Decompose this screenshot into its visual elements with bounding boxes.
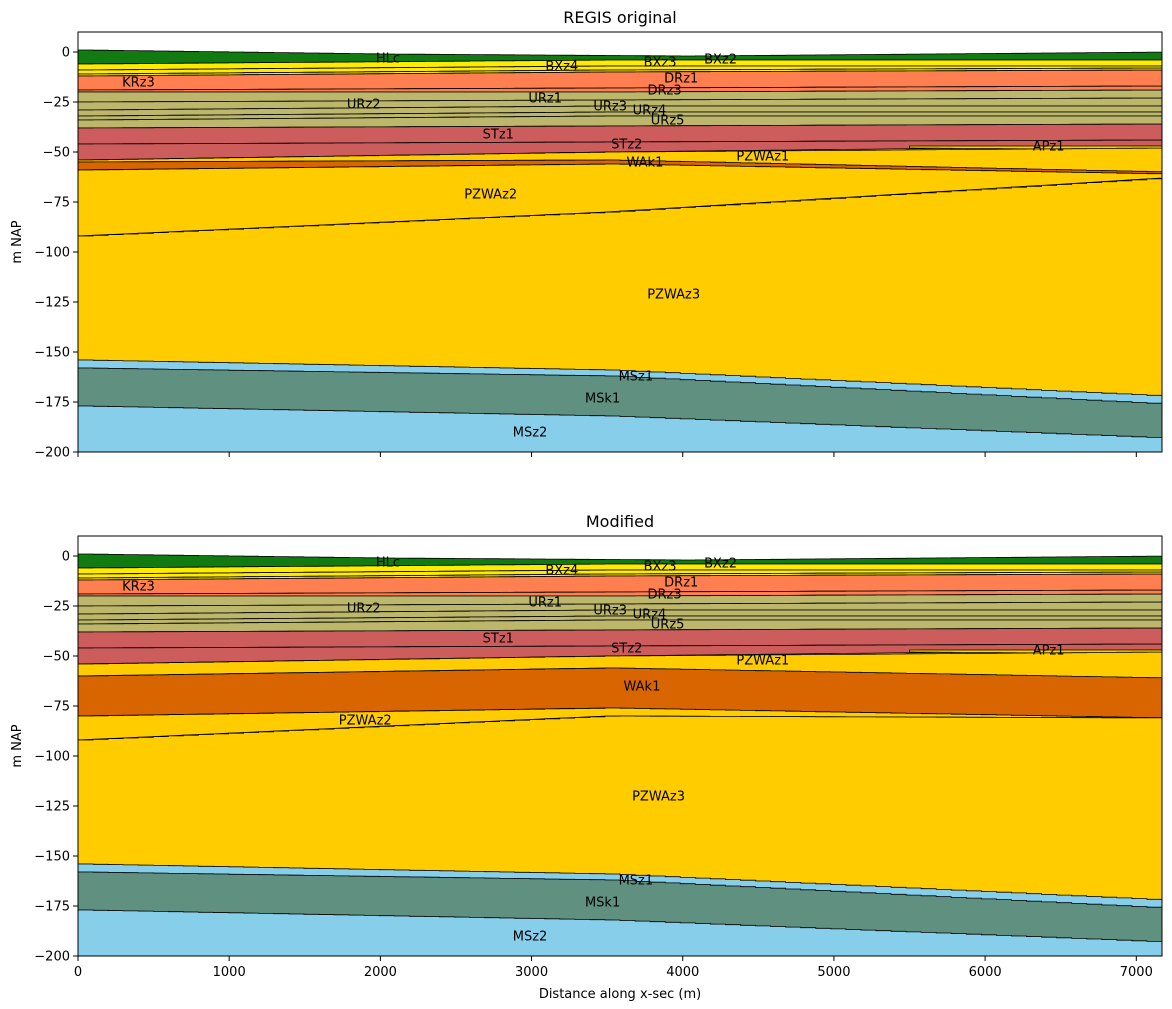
y-tick-label: −25 bbox=[43, 96, 70, 111]
y-tick-label: −175 bbox=[34, 396, 70, 411]
chart-title: REGIS original bbox=[563, 8, 676, 27]
layer-label-urz1: URz1 bbox=[528, 92, 562, 107]
layer-label-pzwaz3: PZWAz3 bbox=[632, 790, 685, 805]
axes-frame bbox=[77, 535, 1163, 957]
layer-label-drz1: DRz1 bbox=[664, 72, 698, 87]
layer-label-msz2: MSz2 bbox=[513, 426, 548, 441]
layer-label-stz1: STz1 bbox=[483, 128, 514, 143]
layer-label-msk1: MSk1 bbox=[585, 392, 620, 407]
layer-label-urz4: URz4 bbox=[633, 608, 667, 623]
layer-label-drz3: DRz3 bbox=[648, 84, 682, 99]
layer-label-urz5: URz5 bbox=[651, 618, 685, 633]
layer-msz2 bbox=[78, 909, 1162, 956]
y-tick-label: −100 bbox=[34, 750, 70, 765]
x-tick-label: 6000 bbox=[969, 965, 1002, 980]
y-tick-label: −125 bbox=[34, 800, 70, 815]
layer-label-bxz2: BXz2 bbox=[704, 557, 737, 572]
chart-title: Modified bbox=[586, 512, 654, 531]
x-tick-label: 0 bbox=[74, 965, 82, 980]
y-tick-label: −200 bbox=[34, 446, 70, 461]
layer-label-pzwaz2: PZWAz2 bbox=[464, 188, 517, 203]
layer-label-krz3: KRz3 bbox=[122, 76, 155, 91]
layer-label-apz1: APz1 bbox=[1033, 140, 1065, 155]
y-tick-label: −50 bbox=[43, 146, 70, 161]
layer-label-hlc: HLc bbox=[376, 52, 400, 67]
layers bbox=[78, 553, 1162, 956]
x-tick-label: 2000 bbox=[364, 965, 397, 980]
y-tick-label: −125 bbox=[34, 296, 70, 311]
layer-label-urz1: URz1 bbox=[528, 596, 562, 611]
y-tick-label: −150 bbox=[34, 850, 70, 865]
layer-msz2 bbox=[78, 405, 1162, 452]
layer-label-wak1: WAk1 bbox=[627, 156, 664, 171]
layer-label-bxz3: BXz3 bbox=[644, 56, 677, 71]
layer-label-bxz4: BXz4 bbox=[545, 60, 578, 75]
y-tick-label: −100 bbox=[34, 246, 70, 261]
y-tick-label: −175 bbox=[34, 900, 70, 915]
layers bbox=[78, 49, 1162, 452]
layer-label-urz4: URz4 bbox=[633, 104, 667, 119]
y-tick-label: −150 bbox=[34, 346, 70, 361]
y-axis-label: m NAP bbox=[10, 220, 25, 263]
y-axis-label: m NAP bbox=[10, 724, 25, 767]
layer-label-hlc: HLc bbox=[376, 556, 400, 571]
layer-label-msz2: MSz2 bbox=[513, 930, 548, 945]
layer-label-bxz3: BXz3 bbox=[644, 560, 677, 575]
layer-label-bxz4: BXz4 bbox=[545, 564, 578, 579]
layer-label-wak1: WAk1 bbox=[624, 680, 661, 695]
y-tick-label: −200 bbox=[34, 950, 70, 965]
layer-label-pzwaz1: PZWAz1 bbox=[736, 150, 789, 165]
layer-label-urz5: URz5 bbox=[651, 114, 685, 129]
layer-label-apz1: APz1 bbox=[1033, 644, 1065, 659]
x-tick-label: 7000 bbox=[1120, 965, 1153, 980]
layer-label-urz2: URz2 bbox=[347, 98, 381, 113]
y-tick-label: −50 bbox=[43, 650, 70, 665]
layer-label-urz3: URz3 bbox=[593, 100, 627, 115]
y-tick-label: −25 bbox=[43, 600, 70, 615]
x-tick-label: 4000 bbox=[666, 965, 699, 980]
layer-label-pzwaz3: PZWAz3 bbox=[647, 288, 700, 303]
layer-label-stz2: STz2 bbox=[611, 642, 642, 657]
layer-label-msz1: MSz1 bbox=[619, 874, 654, 889]
layer-label-drz1: DRz1 bbox=[664, 576, 698, 591]
panel-regis-original: 0 −25 −50 −75 −100 −125 −150 −175 −200 REGIS orig… bbox=[10, 8, 1163, 461]
layer-label-pzwaz2: PZWAz2 bbox=[339, 714, 392, 729]
layer-label-stz1: STz1 bbox=[483, 632, 514, 647]
layer-label-urz3: URz3 bbox=[593, 604, 627, 619]
x-axis-label: Distance along x-sec (m) bbox=[539, 987, 701, 1002]
axes-frame bbox=[77, 31, 1163, 453]
y-tick-label: 0 bbox=[62, 550, 70, 565]
layer-label-msk1: MSk1 bbox=[585, 896, 620, 911]
panel-modified: 0 1000 2000 3000 4000 5000 6000 7000 0 −25 −50 −75 −… bbox=[10, 512, 1163, 1002]
layer-label-stz2: STz2 bbox=[611, 138, 642, 153]
layer-label-pzwaz1: PZWAz1 bbox=[736, 654, 789, 669]
y-tick-label: −75 bbox=[43, 700, 70, 715]
layer-label-krz3: KRz3 bbox=[122, 580, 155, 595]
x-tick-label: 1000 bbox=[213, 965, 246, 980]
layer-label-bxz2: BXz2 bbox=[704, 53, 737, 68]
y-tick-label: −75 bbox=[43, 196, 70, 211]
x-tick-label: 5000 bbox=[817, 965, 850, 980]
layer-label-urz2: URz2 bbox=[347, 602, 381, 617]
y-tick-label: 0 bbox=[62, 46, 70, 61]
layer-label-msz1: MSz1 bbox=[619, 370, 654, 385]
layer-label-drz3: DRz3 bbox=[648, 588, 682, 603]
x-tick-label: 3000 bbox=[515, 965, 548, 980]
